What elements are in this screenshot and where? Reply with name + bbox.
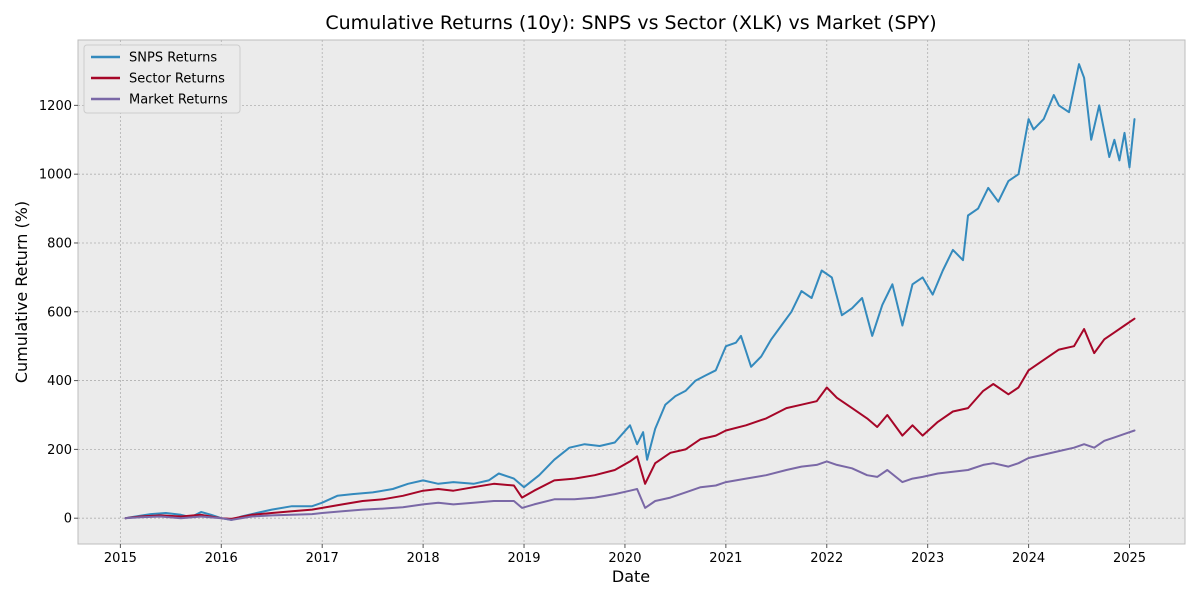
market-returns-legend-label: Market Returns [129,93,228,108]
plot-background [77,39,1186,545]
sector-returns-line [124,317,1136,520]
snps-returns-line [124,63,1136,521]
y-axis-ticks: 0 200 400 600 800 1000 1200 [39,99,78,527]
x-tick-label: 2018 [407,551,440,566]
y-tick-label: 600 [47,305,72,320]
y-tick-label: 1200 [39,99,72,114]
x-tick-label: 2019 [507,551,540,566]
x-tick-label: 2015 [104,551,137,566]
y-tick-label: 800 [47,236,72,251]
y-tick-label: 200 [47,443,72,458]
x-tick-label: 2021 [709,551,742,566]
x-tick-label: 2017 [306,551,339,566]
market-returns-line [124,429,1136,521]
grid-lines [78,40,1185,544]
legend: SNPS Returns Sector Returns Market Returns [83,44,241,114]
x-tick-label: 2016 [205,551,238,566]
y-tick-label: 0 [64,512,72,527]
y-tick-label: 1000 [39,168,72,183]
series-lines [124,63,1136,521]
x-axis-ticks: 2015 2016 2017 2018 2019 2020 2021 2022 2023 2024… [104,544,1146,566]
y-axis-label: Cumulative Return (%) [12,201,31,383]
sector-returns-legend-label: Sector Returns [129,72,225,87]
x-tick-label: 2022 [810,551,843,566]
legend-items: SNPS Returns Sector Returns Market Returns [91,51,228,108]
x-tick-label: 2020 [608,551,641,566]
x-tick-label: 2023 [911,551,944,566]
legend-box [83,44,241,114]
chart-title: Cumulative Returns (10y): SNPS vs Sector… [325,12,936,34]
x-axis-label: Date [612,567,650,586]
x-tick-label: 2025 [1113,551,1146,566]
snps-returns-legend-label: SNPS Returns [129,51,217,66]
x-tick-label: 2024 [1012,551,1045,566]
y-tick-label: 400 [47,374,72,389]
